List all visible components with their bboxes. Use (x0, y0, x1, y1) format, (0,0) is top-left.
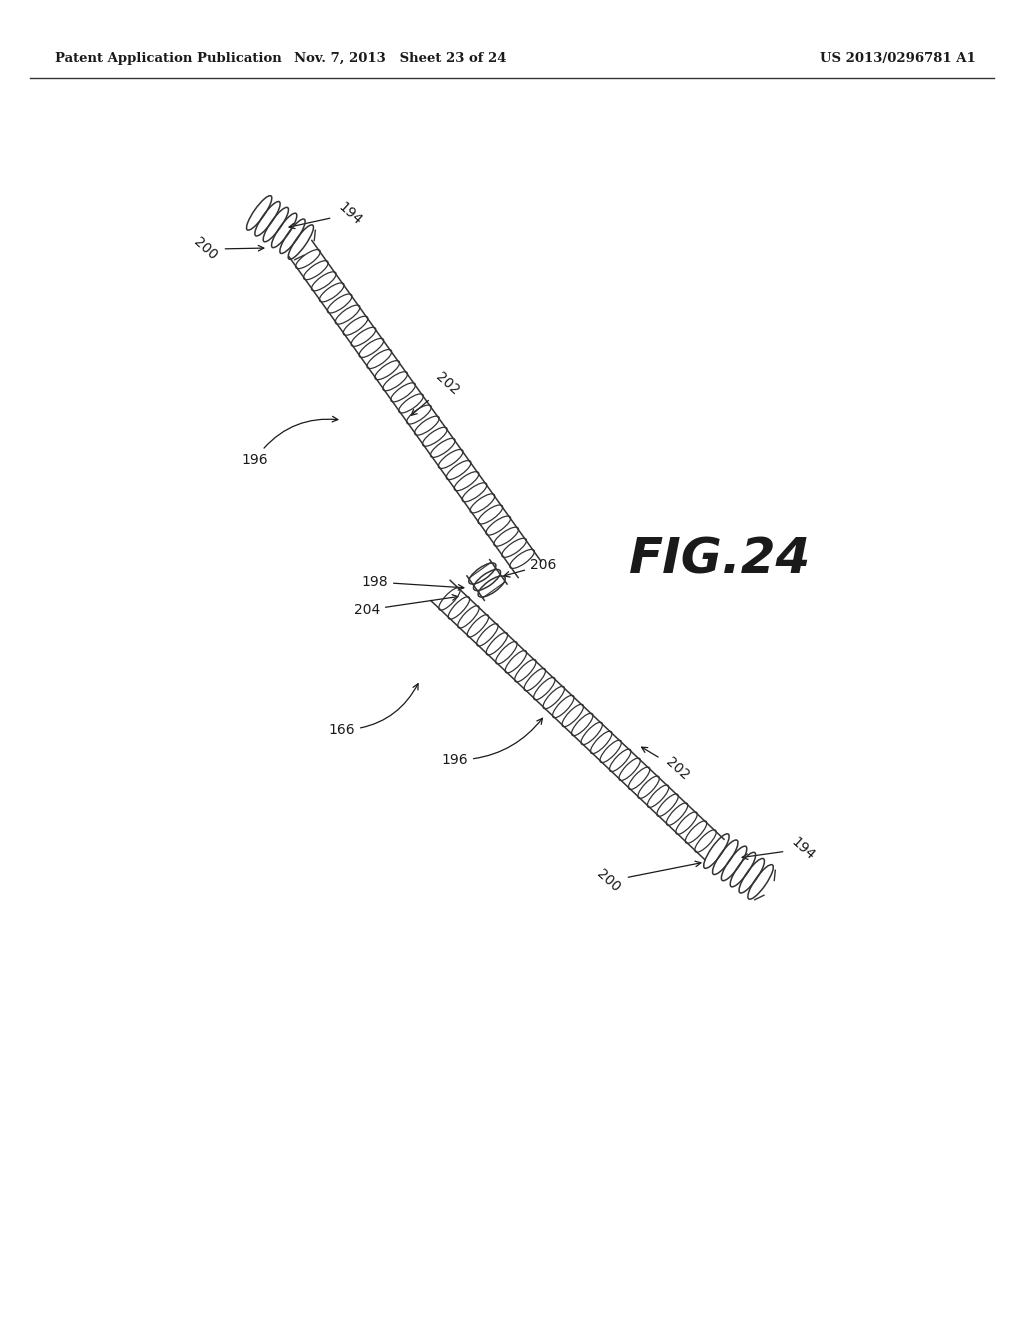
Text: 204: 204 (353, 595, 458, 616)
Text: 202: 202 (412, 370, 462, 416)
Text: 200: 200 (594, 861, 700, 895)
Text: FIG.24: FIG.24 (629, 536, 811, 583)
Text: 196: 196 (242, 416, 338, 467)
Text: US 2013/0296781 A1: US 2013/0296781 A1 (820, 51, 976, 65)
Text: 200: 200 (190, 235, 264, 263)
Text: 202: 202 (642, 747, 692, 783)
Text: Patent Application Publication: Patent Application Publication (55, 51, 282, 65)
Text: 196: 196 (441, 718, 543, 767)
Text: 198: 198 (361, 576, 464, 590)
Text: 194: 194 (742, 834, 817, 863)
Text: 206: 206 (504, 558, 556, 577)
Text: Nov. 7, 2013   Sheet 23 of 24: Nov. 7, 2013 Sheet 23 of 24 (294, 51, 506, 65)
Text: 166: 166 (329, 684, 418, 737)
Text: 194: 194 (289, 199, 365, 228)
